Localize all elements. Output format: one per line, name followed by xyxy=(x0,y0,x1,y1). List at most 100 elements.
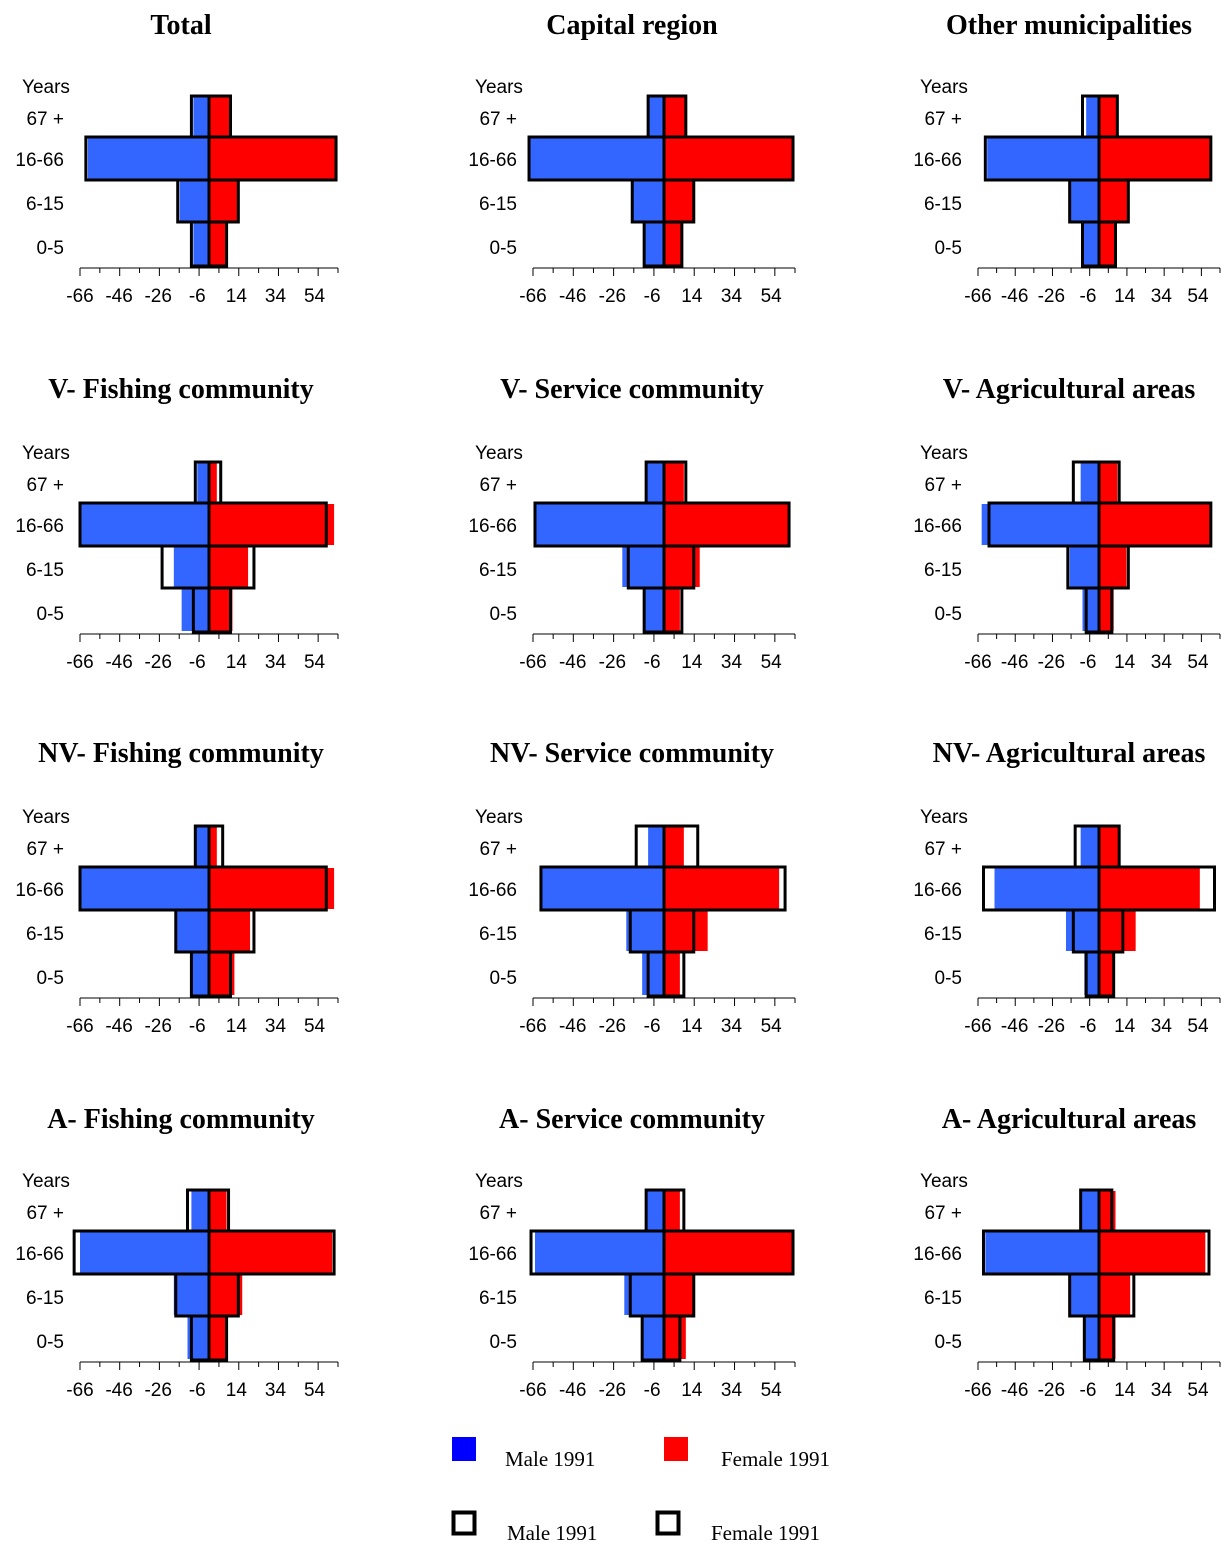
age-category-label: 0-5 xyxy=(935,604,962,625)
age-category-label: 0-5 xyxy=(935,1332,962,1353)
x-tick-label: -46 xyxy=(105,1016,132,1037)
x-tick-label: 34 xyxy=(1151,652,1173,673)
legend-label: Female 1991 xyxy=(711,1521,820,1545)
x-tick-label: -66 xyxy=(519,1016,546,1037)
x-tick-label: -6 xyxy=(189,1016,206,1037)
bar-female-filled xyxy=(209,911,251,951)
age-category-label: 0-5 xyxy=(490,604,517,625)
y-axis-label: Years xyxy=(22,77,70,98)
x-tick-label: -66 xyxy=(964,652,991,673)
x-tick-label: 34 xyxy=(1151,1016,1173,1037)
bar-male-filled xyxy=(1084,953,1099,995)
x-tick-label: -6 xyxy=(644,286,661,307)
y-axis-label: Years xyxy=(22,807,70,828)
bar-male-filled xyxy=(529,138,664,179)
age-category-label: 0-5 xyxy=(490,968,517,989)
x-tick-label: -46 xyxy=(105,652,132,673)
age-category-label: 67 + xyxy=(26,109,64,130)
x-tick-label: -6 xyxy=(1080,286,1097,307)
age-category-label: 6-15 xyxy=(924,194,962,215)
bar-male-filled xyxy=(534,504,664,545)
bar-male-filled xyxy=(985,1232,1099,1273)
x-tick-label: 34 xyxy=(265,652,287,673)
x-tick-label: -6 xyxy=(189,286,206,307)
x-tick-label: -66 xyxy=(519,1380,546,1401)
x-tick-label: 54 xyxy=(761,1380,783,1401)
y-axis-label: Years xyxy=(475,807,523,828)
x-tick-label: 54 xyxy=(761,1016,783,1037)
bar-female-filled xyxy=(664,97,686,136)
x-tick-label: 14 xyxy=(226,286,248,307)
y-axis-label: Years xyxy=(920,807,968,828)
bar-female-filled xyxy=(209,1191,227,1230)
bar-male-filled xyxy=(646,1191,664,1230)
x-tick-label: 34 xyxy=(721,286,743,307)
bar-female-filled xyxy=(664,1275,694,1315)
age-category-label: 6-15 xyxy=(924,924,962,945)
x-tick-label: 14 xyxy=(1114,286,1136,307)
age-category-label: 16-66 xyxy=(15,880,64,901)
age-category-label: 16-66 xyxy=(15,150,64,171)
x-tick-label: 14 xyxy=(681,1016,703,1037)
x-tick-label: -66 xyxy=(66,652,93,673)
y-axis-label: Years xyxy=(920,1171,968,1192)
legend-label: Male 1991 xyxy=(507,1521,597,1545)
x-tick-label: 54 xyxy=(761,286,783,307)
chart-panel-2: Capital region Years 67 + 16-66 6-15 0-5 -66 -4… xyxy=(468,10,796,307)
x-tick-label: -26 xyxy=(144,652,171,673)
bar-male-filled xyxy=(987,138,1099,179)
x-tick-label: -26 xyxy=(144,1380,171,1401)
y-axis-label: Years xyxy=(920,77,968,98)
y-axis-label: Years xyxy=(920,443,968,464)
x-tick-label: 54 xyxy=(304,652,326,673)
chart-panel-9: NV- Agricultural areas Years 67 + 16-66 6-15… xyxy=(913,738,1221,1037)
age-category-label: 67 + xyxy=(924,109,962,130)
x-tick-label: 54 xyxy=(304,286,326,307)
bar-female-filled xyxy=(209,1232,333,1273)
bar-male-filled xyxy=(642,1317,664,1359)
bar-female-filled xyxy=(664,504,790,545)
age-category-label: 16-66 xyxy=(468,150,517,171)
bar-female-filled xyxy=(1099,911,1136,951)
bar-male-filled xyxy=(80,868,209,909)
x-tick-label: 14 xyxy=(681,1380,703,1401)
bar-male-filled xyxy=(1080,827,1099,866)
bar-male-filled xyxy=(644,223,664,265)
x-tick-label: 54 xyxy=(1187,1380,1209,1401)
bar-female-filled xyxy=(1099,463,1118,502)
bar-female-filled xyxy=(664,223,682,265)
bar-male-filled xyxy=(994,868,1099,909)
age-category-label: 6-15 xyxy=(479,194,517,215)
x-tick-label: 14 xyxy=(226,1016,248,1037)
bar-female-filled xyxy=(209,868,335,909)
x-tick-label: -26 xyxy=(144,1016,171,1037)
bar-male-filled xyxy=(80,1232,209,1273)
x-tick-label: -26 xyxy=(1038,1380,1065,1401)
bar-male-filled xyxy=(1066,911,1099,951)
age-category-label: 16-66 xyxy=(913,150,962,171)
x-tick-label: -26 xyxy=(1038,286,1065,307)
chart-panel-12: A- Agricultural areas Years 67 + 16-66 6-15 0… xyxy=(913,1104,1221,1401)
x-tick-label: 14 xyxy=(226,1380,248,1401)
x-tick-label: 14 xyxy=(681,286,703,307)
bar-male-filled xyxy=(648,827,664,866)
bar-male-filled xyxy=(632,181,664,221)
bar-female-filled xyxy=(209,138,337,179)
bar-female-filled xyxy=(1099,138,1211,179)
x-tick-label: 34 xyxy=(265,1016,287,1037)
bar-female-filled xyxy=(209,223,227,265)
bar-female-filled xyxy=(1099,1317,1116,1359)
x-tick-label: 14 xyxy=(681,652,703,673)
age-category-label: 6-15 xyxy=(26,194,64,215)
bar-female-filled xyxy=(664,1191,680,1230)
bar-male-filled xyxy=(1069,1275,1099,1315)
bar-male-filled xyxy=(1080,1191,1099,1230)
x-tick-label: -6 xyxy=(1080,1380,1097,1401)
x-tick-label: -66 xyxy=(964,1380,991,1401)
x-tick-label: -26 xyxy=(599,286,626,307)
x-tick-label: -46 xyxy=(1001,1016,1028,1037)
bar-female-filled xyxy=(209,827,217,866)
chart-title: V- Fishing community xyxy=(48,374,314,405)
x-tick-label: -46 xyxy=(559,1016,586,1037)
x-tick-label: -46 xyxy=(105,1380,132,1401)
